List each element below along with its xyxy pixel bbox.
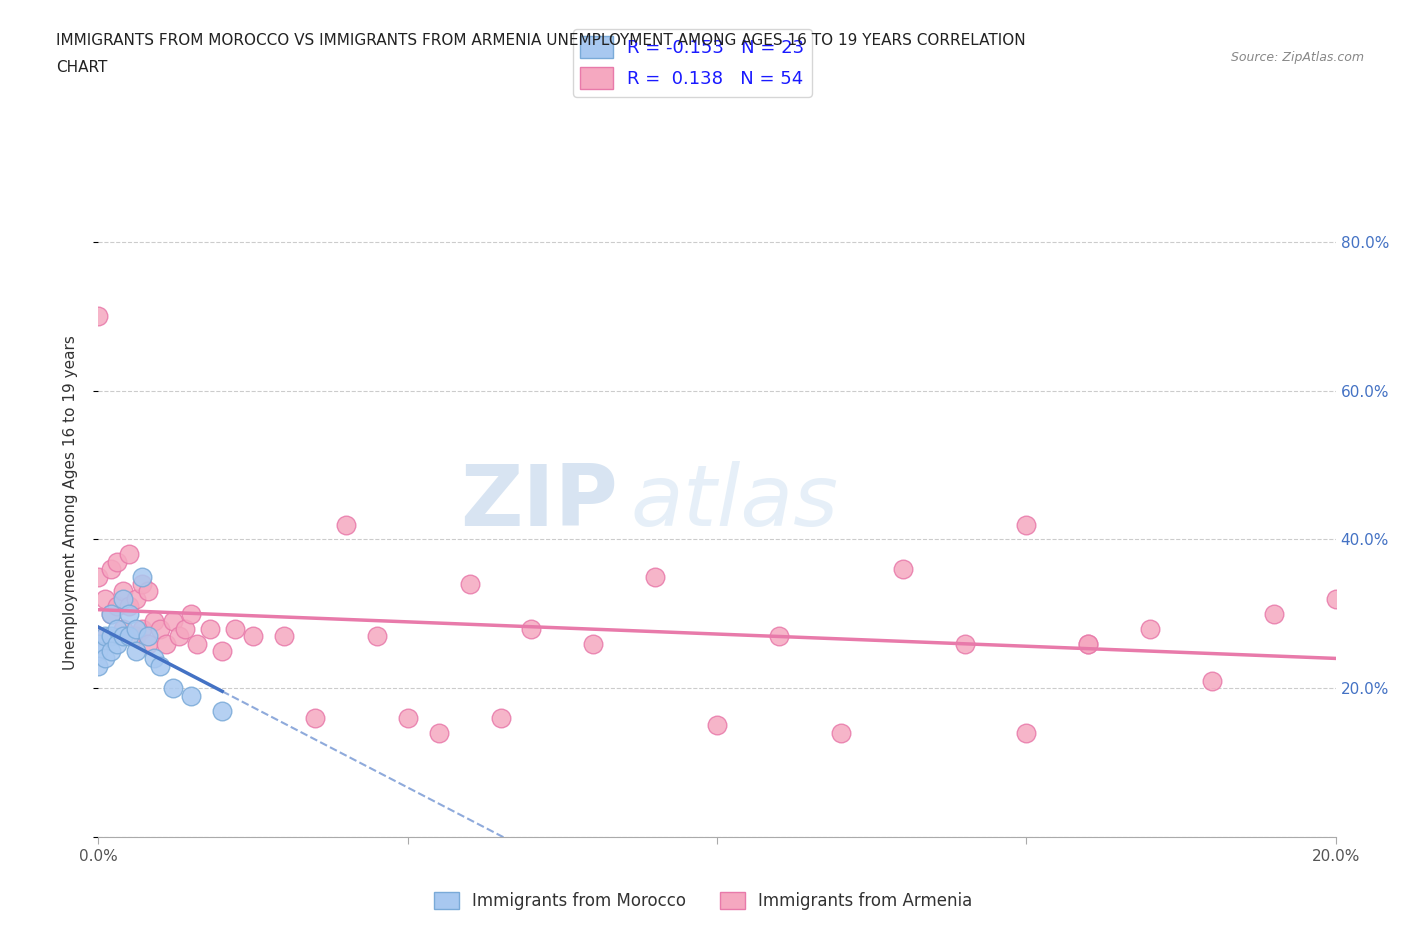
Point bbox=[118, 629, 141, 644]
Point bbox=[162, 681, 184, 696]
Point bbox=[211, 644, 233, 658]
Point bbox=[131, 577, 153, 591]
Point bbox=[118, 599, 141, 614]
Point bbox=[136, 584, 159, 599]
Point bbox=[830, 725, 852, 740]
Point bbox=[242, 629, 264, 644]
Point bbox=[174, 621, 197, 636]
Point bbox=[180, 606, 202, 621]
Point bbox=[304, 711, 326, 725]
Point bbox=[100, 644, 122, 658]
Point bbox=[273, 629, 295, 644]
Text: Source: ZipAtlas.com: Source: ZipAtlas.com bbox=[1230, 51, 1364, 64]
Point bbox=[93, 651, 115, 666]
Point bbox=[124, 644, 146, 658]
Point bbox=[105, 636, 128, 651]
Point bbox=[198, 621, 221, 636]
Point bbox=[427, 725, 450, 740]
Point bbox=[1324, 591, 1347, 606]
Point bbox=[100, 629, 122, 644]
Point bbox=[143, 651, 166, 666]
Point bbox=[162, 614, 184, 629]
Point bbox=[155, 636, 177, 651]
Text: CHART: CHART bbox=[56, 60, 108, 75]
Point bbox=[458, 577, 481, 591]
Point bbox=[93, 591, 115, 606]
Point bbox=[180, 688, 202, 703]
Point bbox=[112, 629, 135, 644]
Point bbox=[1139, 621, 1161, 636]
Point bbox=[953, 636, 976, 651]
Point bbox=[644, 569, 666, 584]
Point bbox=[118, 547, 141, 562]
Point bbox=[1015, 725, 1038, 740]
Y-axis label: Unemployment Among Ages 16 to 19 years: Unemployment Among Ages 16 to 19 years bbox=[63, 335, 77, 670]
Point bbox=[124, 621, 146, 636]
Point bbox=[105, 554, 128, 569]
Point bbox=[1015, 517, 1038, 532]
Point bbox=[100, 562, 122, 577]
Point bbox=[396, 711, 419, 725]
Point bbox=[87, 636, 110, 651]
Point bbox=[93, 629, 115, 644]
Point bbox=[489, 711, 512, 725]
Text: IMMIGRANTS FROM MOROCCO VS IMMIGRANTS FROM ARMENIA UNEMPLOYMENT AMONG AGES 16 TO: IMMIGRANTS FROM MOROCCO VS IMMIGRANTS FR… bbox=[56, 33, 1026, 47]
Point bbox=[87, 569, 110, 584]
Text: ZIP: ZIP bbox=[460, 460, 619, 544]
Point bbox=[87, 309, 110, 324]
Point bbox=[124, 629, 146, 644]
Point bbox=[335, 517, 357, 532]
Point bbox=[100, 606, 122, 621]
Point bbox=[112, 584, 135, 599]
Point bbox=[520, 621, 543, 636]
Point bbox=[1263, 606, 1285, 621]
Text: atlas: atlas bbox=[630, 460, 838, 544]
Point bbox=[105, 599, 128, 614]
Point bbox=[136, 636, 159, 651]
Legend: R = -0.153   N = 23, R =  0.138   N = 54: R = -0.153 N = 23, R = 0.138 N = 54 bbox=[574, 29, 811, 97]
Point bbox=[891, 562, 914, 577]
Point bbox=[1201, 673, 1223, 688]
Point bbox=[224, 621, 246, 636]
Point bbox=[149, 658, 172, 673]
Point bbox=[87, 629, 110, 644]
Point bbox=[1077, 636, 1099, 651]
Point bbox=[211, 703, 233, 718]
Point bbox=[112, 591, 135, 606]
Point bbox=[87, 658, 110, 673]
Point bbox=[100, 606, 122, 621]
Point bbox=[143, 614, 166, 629]
Point bbox=[131, 569, 153, 584]
Point bbox=[768, 629, 790, 644]
Point bbox=[186, 636, 208, 651]
Point bbox=[582, 636, 605, 651]
Point bbox=[131, 621, 153, 636]
Legend: Immigrants from Morocco, Immigrants from Armenia: Immigrants from Morocco, Immigrants from… bbox=[427, 885, 979, 917]
Point bbox=[1077, 636, 1099, 651]
Point bbox=[105, 621, 128, 636]
Point bbox=[118, 606, 141, 621]
Point bbox=[87, 644, 110, 658]
Point bbox=[167, 629, 190, 644]
Point bbox=[149, 621, 172, 636]
Point bbox=[136, 629, 159, 644]
Point bbox=[112, 621, 135, 636]
Point bbox=[124, 591, 146, 606]
Point bbox=[706, 718, 728, 733]
Point bbox=[366, 629, 388, 644]
